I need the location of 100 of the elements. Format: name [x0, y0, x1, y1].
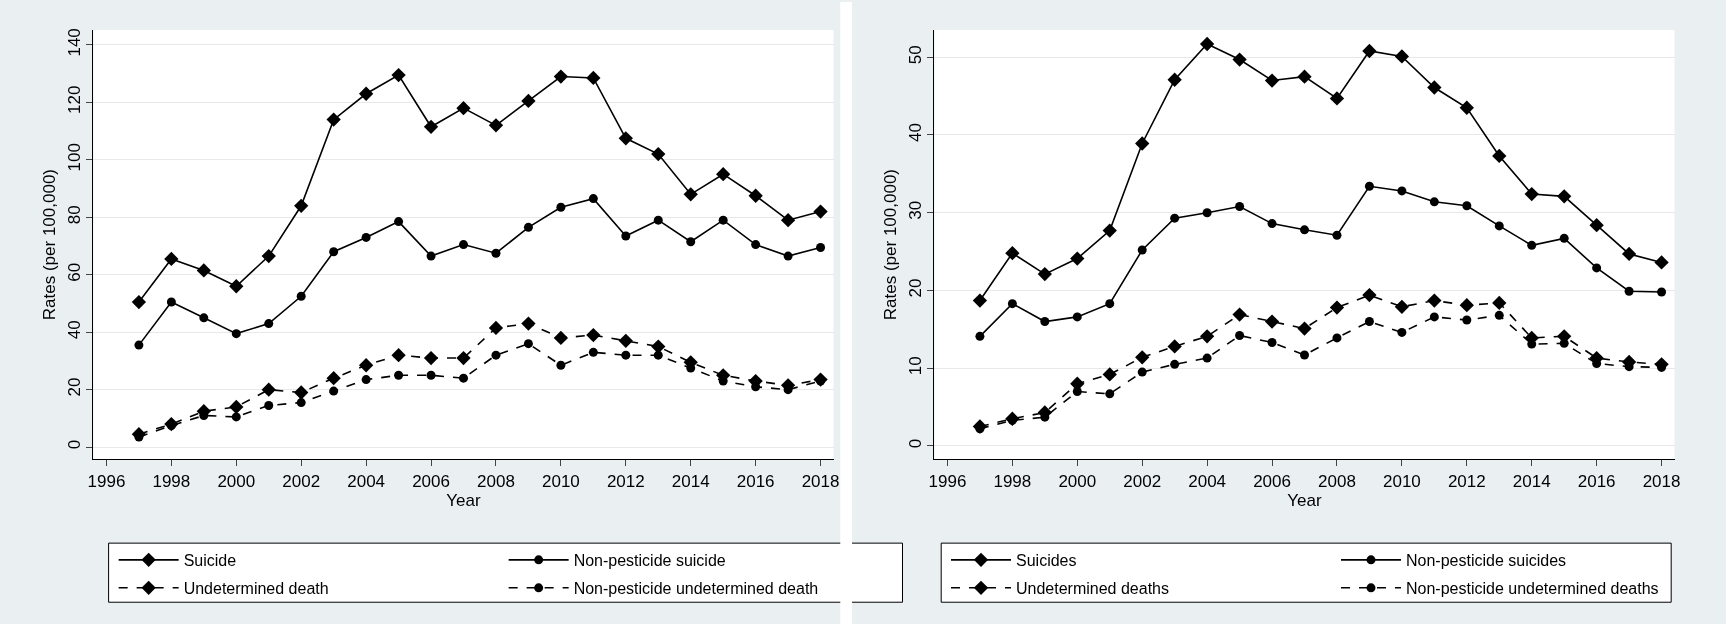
point — [588, 194, 598, 204]
point — [1105, 389, 1115, 399]
y-tick-label: 140 — [64, 28, 84, 57]
point — [1300, 225, 1309, 235]
point — [1559, 233, 1569, 243]
point — [1492, 148, 1507, 164]
point — [131, 294, 147, 310]
x-tick-label: 1998 — [993, 471, 1032, 491]
x-tick-label: 2018 — [1642, 471, 1681, 491]
x-tick-label: 2018 — [801, 471, 840, 491]
point — [1429, 312, 1439, 322]
point — [1297, 321, 1312, 336]
x-axis-title: Year — [446, 490, 482, 510]
point — [816, 242, 826, 252]
point — [1427, 293, 1442, 308]
point — [1267, 219, 1277, 229]
point — [261, 382, 276, 397]
point — [621, 350, 631, 360]
point — [686, 237, 696, 247]
point — [426, 251, 436, 261]
point — [1362, 43, 1377, 59]
point — [751, 240, 761, 250]
point — [523, 222, 533, 232]
y-tick-label: 0 — [905, 438, 925, 449]
x-tick-label: 2016 — [1577, 471, 1616, 491]
x-tick-label: 2002 — [282, 471, 321, 491]
point — [1167, 72, 1182, 87]
point — [1621, 246, 1637, 262]
y-tick-label: 100 — [64, 143, 84, 172]
point — [1329, 300, 1345, 315]
point — [1264, 73, 1280, 88]
point — [1199, 36, 1215, 52]
point — [618, 131, 633, 146]
point — [618, 333, 633, 348]
point — [1105, 299, 1115, 309]
point — [651, 146, 666, 162]
point — [1170, 359, 1180, 369]
point — [653, 215, 663, 225]
point — [361, 232, 371, 242]
point — [1170, 213, 1180, 223]
point — [621, 231, 631, 241]
point — [358, 358, 374, 373]
point — [1527, 240, 1537, 250]
legend-label: Undetermined death — [183, 580, 329, 598]
x-tick-label: 2010 — [1382, 471, 1421, 491]
point — [1137, 367, 1147, 377]
point — [1459, 298, 1474, 313]
point — [488, 118, 504, 133]
legend-label: Suicide — [183, 552, 237, 570]
point — [1199, 329, 1215, 344]
x-tick-label: 2008 — [477, 471, 515, 491]
x-tick-label: 1996 — [928, 471, 967, 491]
point — [1494, 221, 1504, 231]
point — [1362, 287, 1377, 303]
legend-label: Suicides — [1016, 552, 1077, 570]
point — [1135, 350, 1150, 365]
point — [683, 187, 698, 202]
x-tick-label: 2014 — [1512, 471, 1551, 491]
point — [716, 167, 731, 182]
point — [1072, 387, 1082, 397]
point — [1300, 350, 1309, 360]
x-tick-label: 2006 — [1253, 471, 1291, 491]
point — [294, 198, 309, 213]
point — [394, 370, 404, 380]
point — [1232, 307, 1247, 322]
point — [556, 202, 566, 212]
point — [423, 350, 439, 366]
point — [553, 69, 569, 84]
point — [1202, 353, 1212, 363]
point — [1657, 287, 1667, 297]
point — [556, 360, 566, 370]
point — [459, 240, 468, 250]
y-tick-label: 20 — [905, 278, 925, 298]
point — [1332, 230, 1342, 240]
point — [1494, 310, 1504, 320]
point — [1070, 251, 1085, 266]
point — [1202, 208, 1212, 218]
point — [651, 339, 666, 354]
point — [264, 319, 274, 329]
point — [1072, 312, 1082, 322]
point — [586, 327, 601, 343]
x-axis-title: Year — [1287, 490, 1323, 510]
point — [329, 386, 339, 396]
point — [1397, 327, 1407, 337]
legend-label: Undetermined deaths — [1016, 580, 1169, 598]
legend-label: Non-pesticide undetermined death — [573, 580, 819, 598]
y-tick-label: 120 — [64, 85, 84, 115]
point — [491, 350, 501, 360]
point — [296, 398, 306, 408]
y-tick-label: 40 — [64, 320, 84, 340]
point — [1589, 217, 1604, 233]
point — [231, 329, 241, 339]
point — [1102, 223, 1117, 238]
point — [423, 119, 439, 134]
x-tick-label: 2000 — [1058, 471, 1097, 491]
point — [1429, 197, 1439, 207]
point — [718, 215, 728, 225]
x-tick-label: 2012 — [1447, 471, 1486, 491]
point — [196, 263, 211, 278]
y-axis-title: Rates (per 100,000) — [40, 168, 60, 321]
